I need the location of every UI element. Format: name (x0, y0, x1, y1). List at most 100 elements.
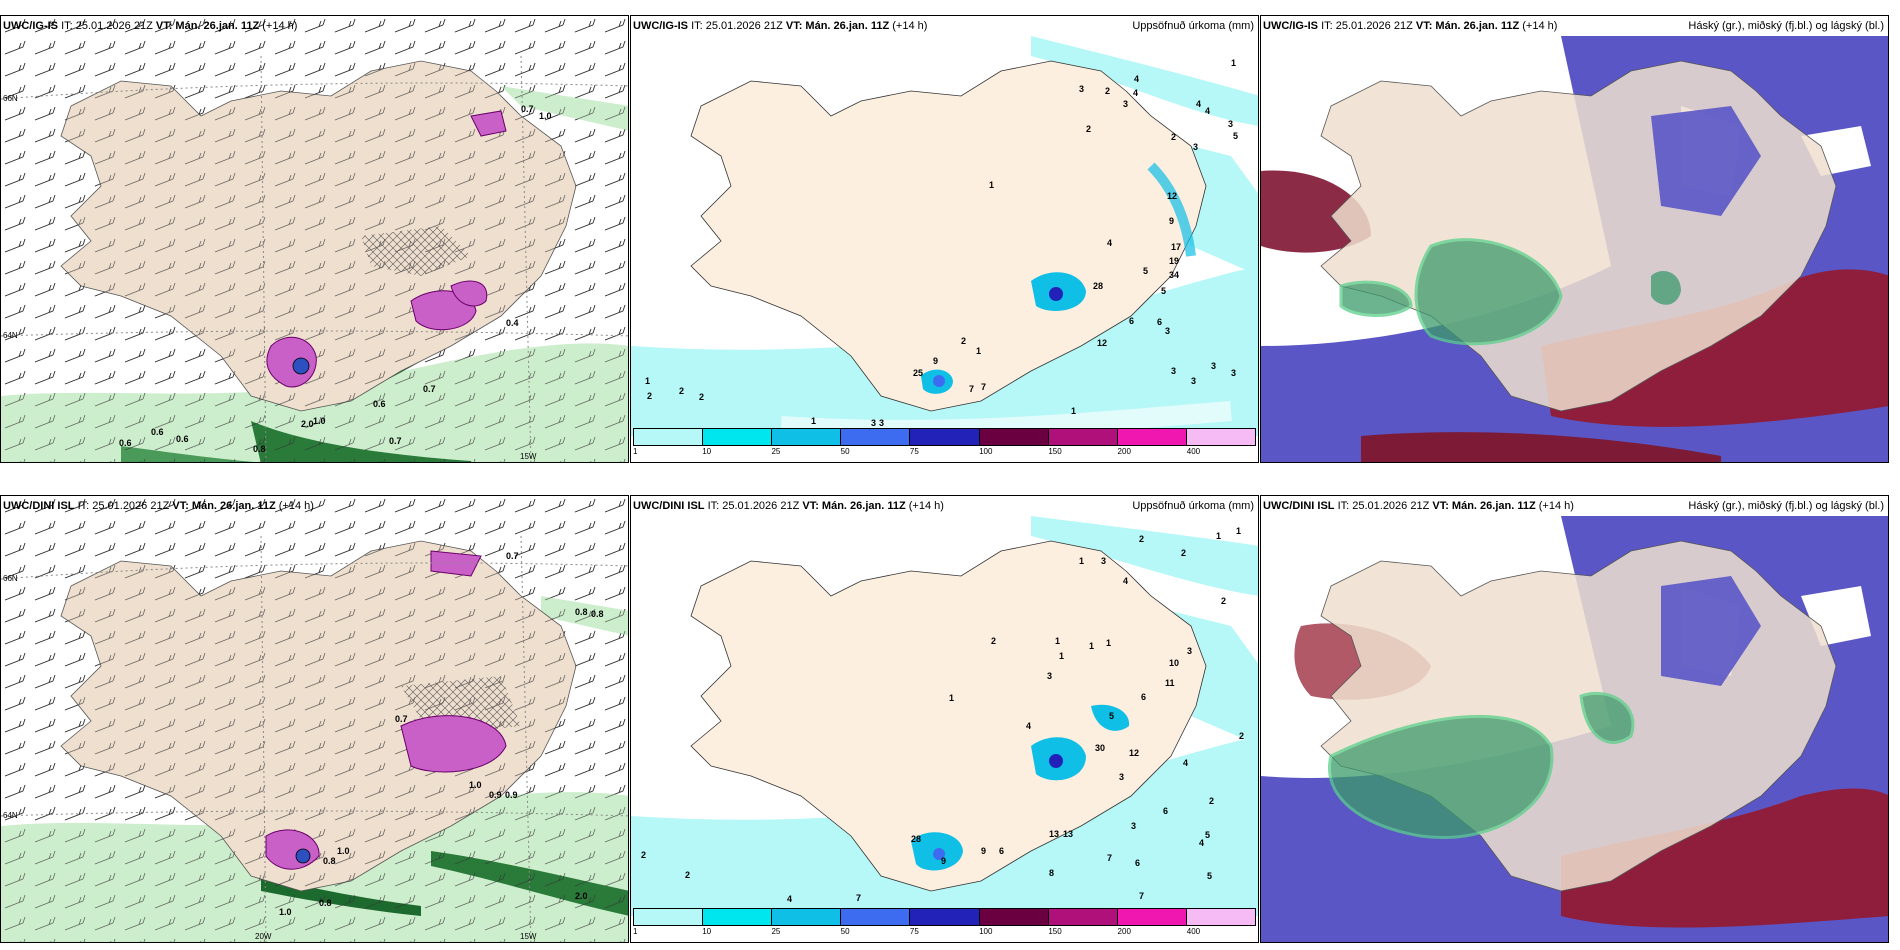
colorbar-swatch (979, 909, 1049, 925)
lon-20-label: 20W (255, 932, 272, 941)
map-label: 1 (1059, 651, 1065, 661)
map-label: 7 (856, 893, 862, 903)
lon-15-label: 15W (520, 932, 537, 941)
map-label: 1.0 (337, 846, 350, 856)
precip-colorbar: 1 10 25 50 75 100 150 200 400 (633, 428, 1256, 458)
colorbar-swatch (1186, 909, 1255, 925)
map-label: 5 (1233, 131, 1239, 141)
map-label: 2 (1139, 534, 1145, 544)
map-label: 5 (1161, 286, 1167, 296)
colorbar-swatch (979, 429, 1049, 445)
colorbar-tick: 50 (840, 927, 850, 936)
map-label: 3 (879, 418, 885, 428)
colorbar-swatch (703, 429, 773, 445)
map-label: 28 (911, 834, 922, 844)
map-label: 1 (1089, 641, 1095, 651)
map-label: 34 (1169, 270, 1180, 280)
map-label: 3 (1131, 821, 1137, 831)
map-label: 2 (1171, 132, 1177, 142)
map-label: 1.0 (539, 111, 552, 121)
map-label: 25 (913, 368, 924, 378)
colorbar-tick: 25 (771, 447, 781, 456)
map-label: 1 (1231, 58, 1237, 68)
map-label: 3 (1119, 772, 1125, 782)
colorbar-tick: 1 (633, 447, 638, 456)
precip-map (631, 516, 1258, 916)
map-label: 2 (1086, 124, 1092, 134)
map-label: 0.6 (176, 434, 189, 444)
map-label: 3 (1079, 84, 1085, 94)
map-label: 2 (991, 636, 997, 646)
map-label: 1.0 (469, 780, 482, 790)
map-label: 4 (1134, 74, 1140, 84)
map-label: 1 (1106, 638, 1112, 648)
colorbar-swatch (1048, 429, 1118, 445)
map-label: 13 (1063, 829, 1074, 839)
colorbar-tick: 10 (702, 447, 712, 456)
map-label: 4 (1205, 106, 1211, 116)
colorbar-tick: 75 (909, 927, 919, 936)
map-label: 3 (1101, 556, 1107, 566)
map-label: 4 (1123, 576, 1129, 586)
map-label: 12 (1129, 748, 1140, 758)
map-label: 5 (1207, 871, 1213, 881)
colorbar-swatch (1117, 909, 1187, 925)
map-label: 1 (645, 376, 651, 386)
colorbar-swatch (841, 909, 911, 925)
map-label: 4 (1107, 238, 1113, 248)
map-label: 2 (1239, 731, 1245, 741)
lat-64-label: 64N (3, 331, 18, 340)
map-label: 0.8 (323, 856, 336, 866)
map-label: 4 (1199, 838, 1205, 848)
map-label: 7 (981, 382, 987, 392)
map-label: 9 (941, 856, 947, 866)
colorbar-tick: 10 (702, 927, 712, 936)
map-label: 8 (1049, 868, 1055, 878)
colorbar-tick: 200 (1117, 447, 1131, 456)
panel-title: Uppsöfnuð úrkoma (mm) (1132, 500, 1254, 512)
cloud-map (1261, 496, 1888, 942)
map-label: 1.0 (279, 907, 292, 917)
map-label: 0.6 (151, 427, 164, 437)
map-label: 12 (1097, 338, 1108, 348)
colorbar-swatch (1117, 429, 1187, 445)
map-label: 0.8 (253, 444, 266, 454)
map-label: 3 (1123, 99, 1129, 109)
map-label: 2 (1181, 548, 1187, 558)
map-label: 6 (1157, 317, 1163, 327)
map-label: 0.6 (373, 399, 386, 409)
map-label: 5 (1109, 711, 1115, 721)
map-label: 1 (949, 693, 955, 703)
map-label: 2 (647, 391, 653, 401)
colorbar-swatch (634, 909, 704, 925)
panel-ig-is-precip: UWC/IG-IS IT: 25.01.2026 21Z VT: Mán. 26… (630, 15, 1259, 463)
precip-map (631, 36, 1258, 441)
map-label: 1 (1079, 556, 1085, 566)
map-label: 2.0 (301, 419, 314, 429)
precip-colorbar: 1 10 25 50 75 100 150 200 400 (633, 908, 1256, 938)
map-label: 2 (679, 386, 685, 396)
map-label: 2 (641, 850, 647, 860)
map-label: 2 (685, 870, 691, 880)
map-label: 12 (1167, 191, 1178, 201)
map-label: 2 (1105, 86, 1111, 96)
map-label: 4 (1183, 758, 1189, 768)
map-label: 2 (1221, 596, 1227, 606)
colorbar-tick: 150 (1048, 927, 1062, 936)
colorbar-tick: 50 (840, 447, 850, 456)
colorbar-swatch (772, 429, 842, 445)
map-label: 3 (871, 418, 877, 428)
map-label: 11 (1165, 678, 1175, 688)
map-label: 3 (1191, 376, 1197, 386)
panel-header: UWC/DINI ISL IT: 25.01.2026 21Z VT: Mán.… (3, 500, 314, 512)
map-label: 2.0 (575, 891, 588, 901)
map-label: 0.9 (505, 790, 518, 800)
map-label: 6 (1141, 692, 1147, 702)
colorbar-tick: 25 (771, 927, 781, 936)
colorbar-tick: 100 (979, 447, 993, 456)
panel-dini-isl-clouds: UWC/DINI ISL IT: 25.01.2026 21Z VT: Mán.… (1260, 495, 1889, 943)
map-label: 1 (1071, 406, 1077, 416)
map-label: 0.8 (575, 607, 588, 617)
map-label: 10 (1169, 658, 1180, 668)
panel-title: Uppsöfnuð úrkoma (mm) (1132, 20, 1254, 32)
